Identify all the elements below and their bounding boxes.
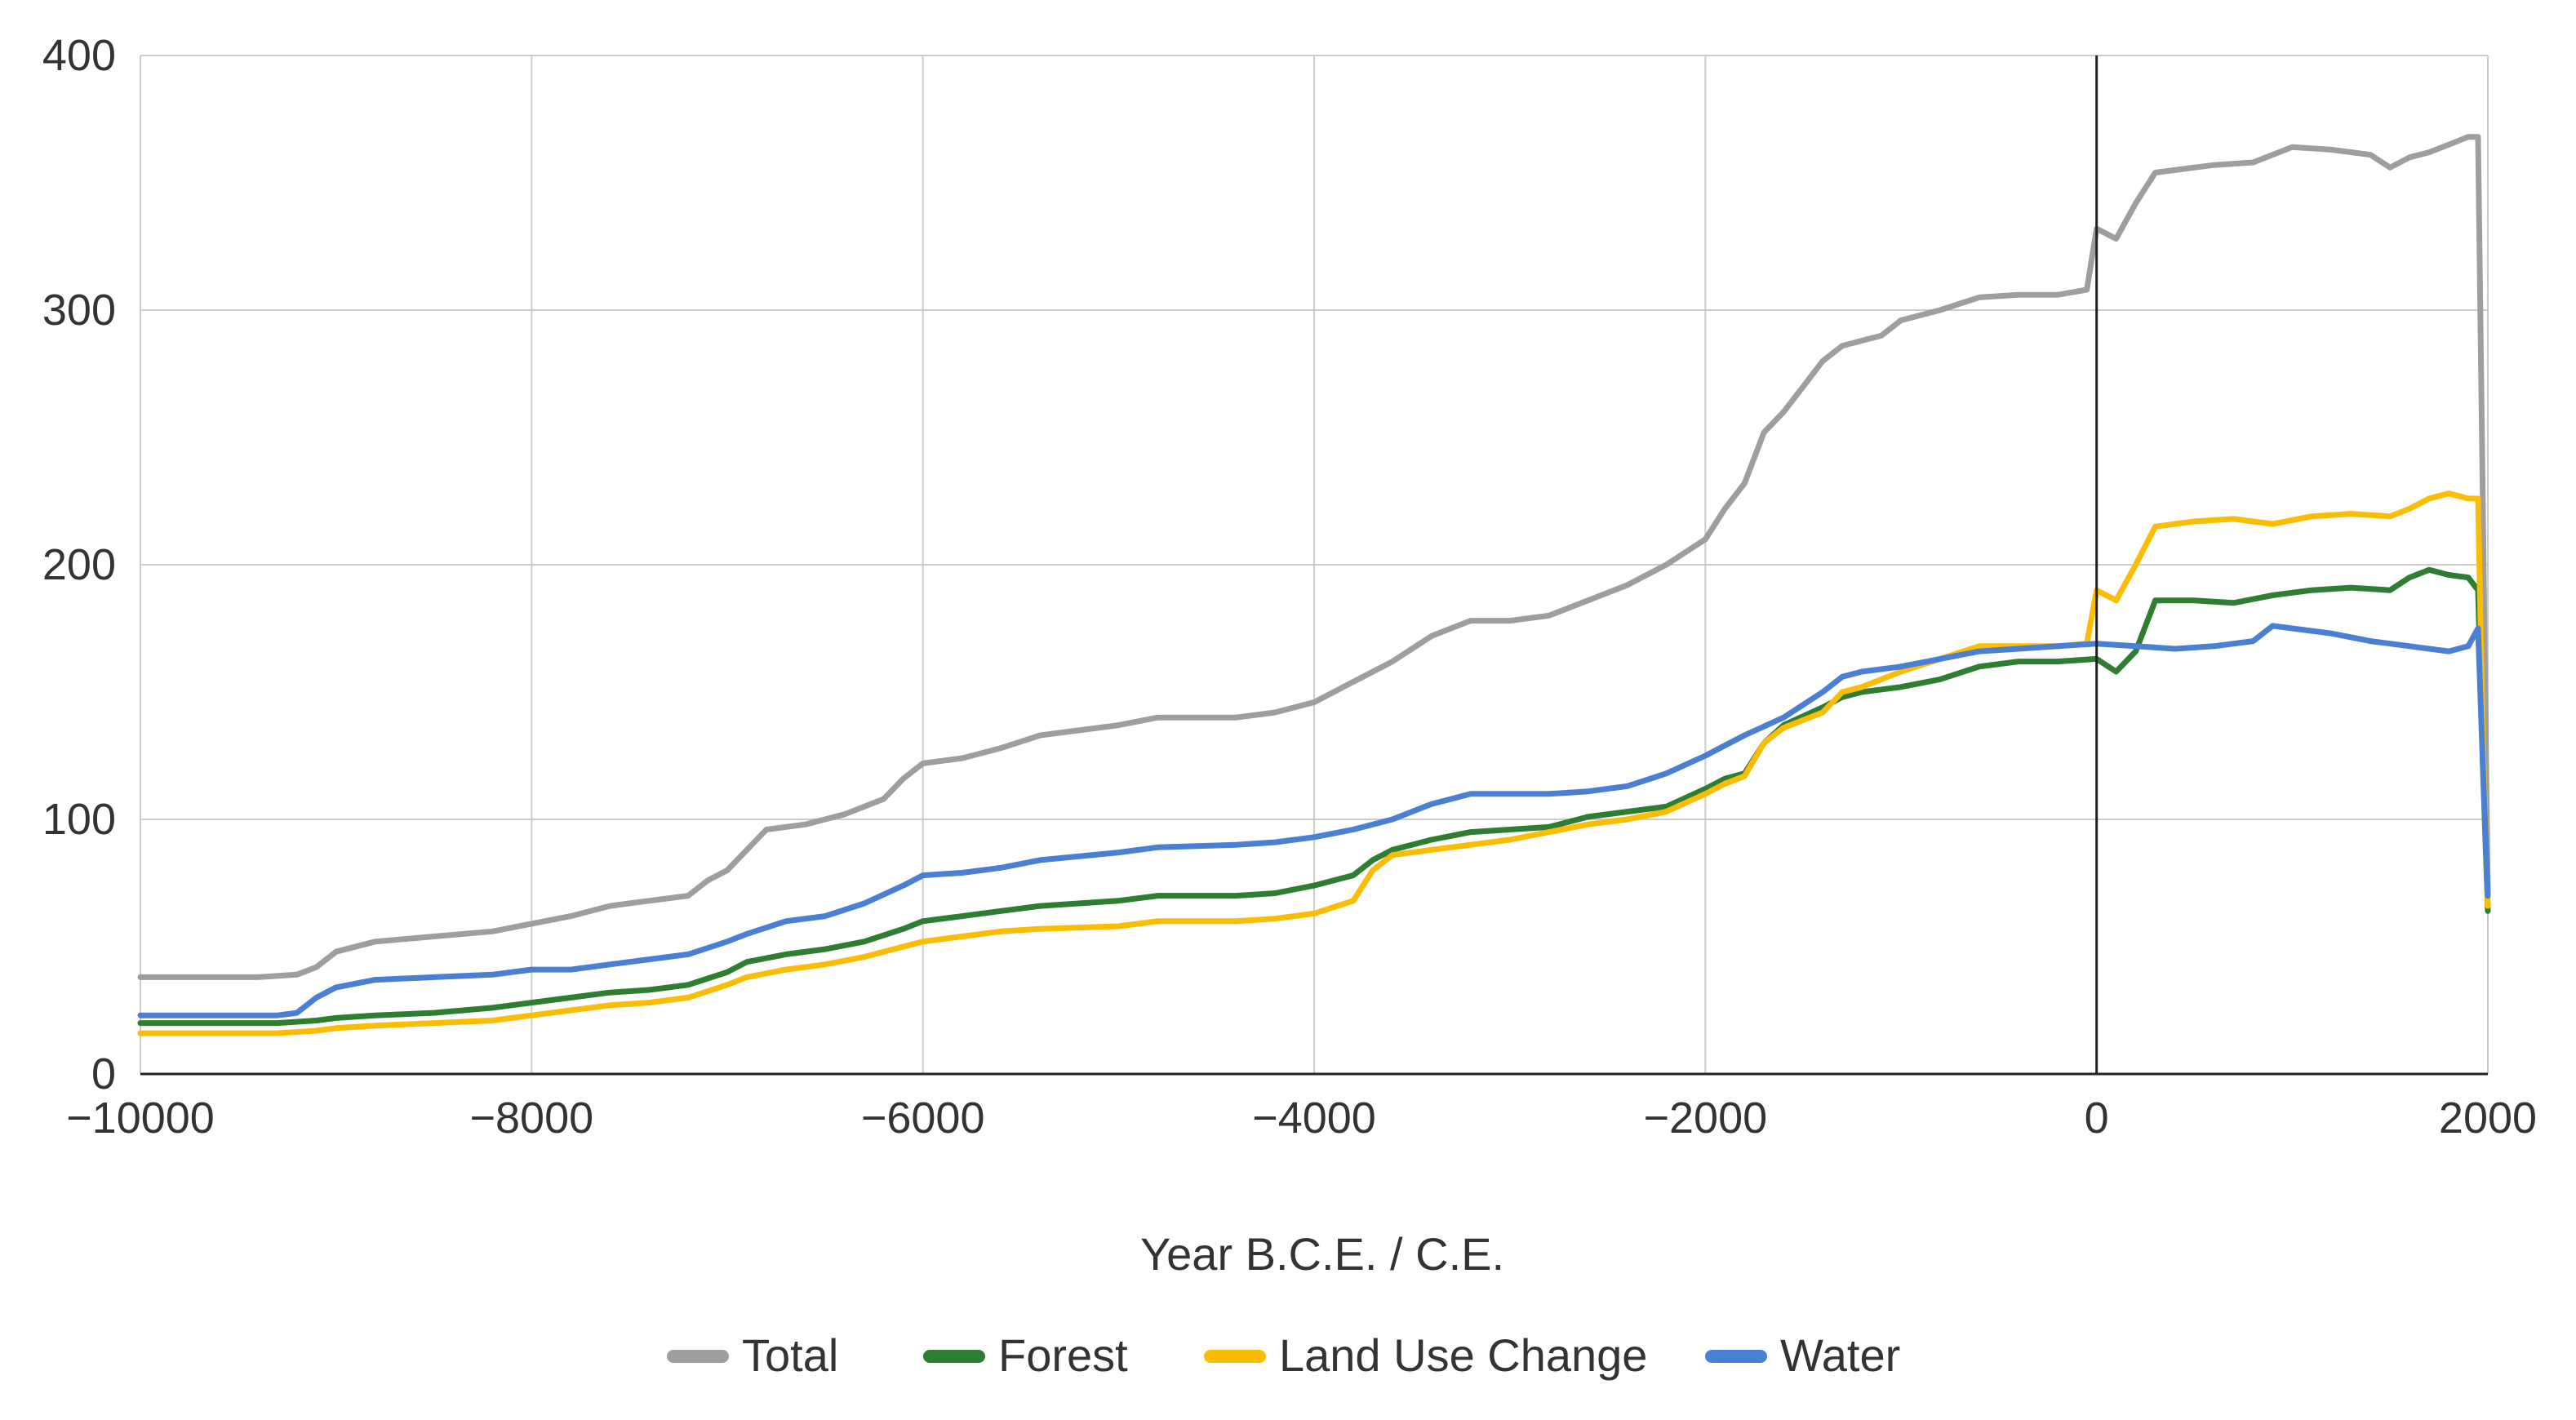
x-tick-label: −8000	[469, 1094, 593, 1143]
x-tick-label: −4000	[1252, 1094, 1376, 1143]
x-tick-label: 0	[2085, 1094, 2109, 1143]
x-tick-label: −2000	[1643, 1094, 1767, 1143]
tick-labels: −10000 −8000 −6000 −4000 −2000 0 2000 0 100 200 30…	[42, 31, 2537, 1143]
series-line-land-use-change	[137, 490, 2491, 1036]
x-tick-label: −6000	[861, 1094, 985, 1143]
series-line-total	[137, 134, 2491, 980]
x-tick-label: −10000	[66, 1094, 215, 1143]
legend-label-total: Total	[742, 1329, 838, 1381]
legend: Total Forest Land Use Change Water	[667, 1329, 1900, 1381]
x-axis-title: Year B.C.E. / C.E.	[1140, 1228, 1504, 1280]
y-tick-label: 400	[42, 31, 116, 80]
y-tick-label: 200	[42, 540, 116, 589]
legend-label-water: Water	[1780, 1329, 1900, 1381]
y-tick-label: 300	[42, 286, 116, 335]
x-tick-label: 2000	[2439, 1094, 2537, 1143]
legend-label-forest: Forest	[998, 1329, 1128, 1381]
y-tick-label: 0	[91, 1049, 116, 1098]
series-line-water	[137, 623, 2491, 1018]
axes	[140, 55, 2488, 1076]
series-layer	[137, 134, 2491, 1036]
y-tick-label: 100	[42, 795, 116, 844]
legend-label-land-use-change: Land Use Change	[1279, 1329, 1647, 1381]
series-line-forest	[137, 566, 2491, 1027]
